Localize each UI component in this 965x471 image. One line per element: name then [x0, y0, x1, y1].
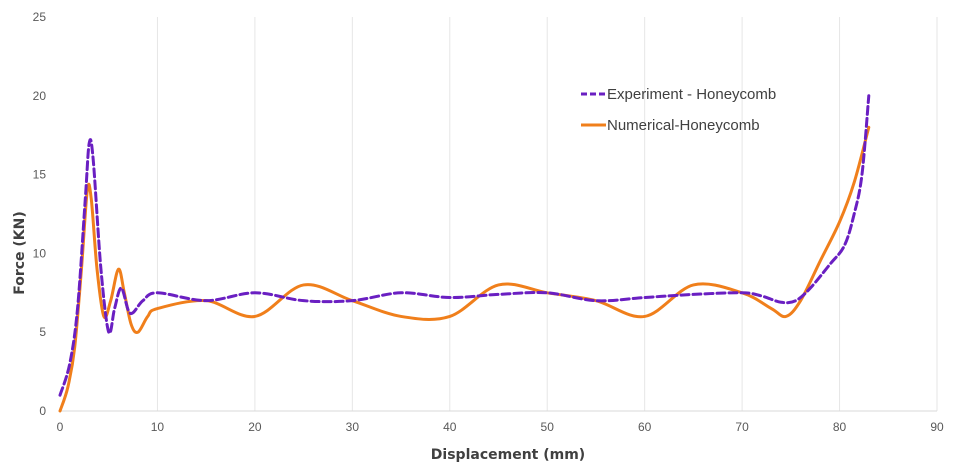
y-tick-label: 15 [33, 168, 47, 182]
x-tick-label: 80 [833, 420, 847, 434]
x-tick-label: 40 [443, 420, 457, 434]
x-tick-label: 70 [735, 420, 749, 434]
y-tick-label: 5 [39, 325, 46, 339]
x-axis-title: Displacement (mm) [431, 447, 585, 463]
x-tick-label: 30 [346, 420, 360, 434]
y-tick-labels: 0 5 10 15 20 25 [33, 10, 47, 418]
legend-label-experiment: Experiment - Honeycomb [607, 86, 776, 103]
series-lines [58, 94, 871, 413]
y-tick-label: 20 [33, 89, 47, 103]
y-axis-title: Force (KN) [12, 211, 28, 295]
x-tick-label: 10 [151, 420, 165, 434]
x-tick-label: 90 [930, 420, 944, 434]
legend: Experiment - Honeycomb Numerical-Honeyco… [581, 86, 776, 134]
y-tick-label: 25 [33, 10, 47, 24]
legend-label-numerical: Numerical-Honeycomb [607, 117, 760, 134]
series-line-numerical [58, 125, 871, 413]
y-tick-label: 0 [39, 404, 46, 418]
x-tick-label: 50 [541, 420, 555, 434]
grid-lines [156, 17, 938, 411]
series-line-experiment [58, 94, 871, 397]
x-tick-label: 20 [248, 420, 262, 434]
x-tick-labels: 0 10 20 30 40 50 60 70 80 90 [57, 420, 944, 434]
x-tick-label: 0 [57, 420, 64, 434]
y-tick-label: 10 [33, 246, 47, 260]
x-tick-label: 60 [638, 420, 652, 434]
